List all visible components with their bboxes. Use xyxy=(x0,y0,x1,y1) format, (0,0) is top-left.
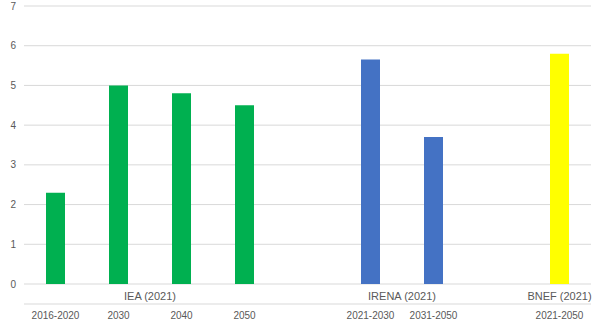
svg-text:2030: 2030 xyxy=(107,310,130,321)
svg-text:3: 3 xyxy=(10,159,16,170)
svg-text:2040: 2040 xyxy=(170,310,193,321)
svg-text:BNEF (2021): BNEF (2021) xyxy=(527,290,591,302)
svg-text:2050: 2050 xyxy=(233,310,256,321)
svg-text:IEA (2021): IEA (2021) xyxy=(124,290,176,302)
svg-text:IRENA (2021): IRENA (2021) xyxy=(368,290,436,302)
svg-text:6: 6 xyxy=(10,40,16,51)
svg-text:5: 5 xyxy=(10,80,16,91)
svg-text:1: 1 xyxy=(10,239,16,250)
svg-text:2031-2050: 2031-2050 xyxy=(410,310,458,321)
svg-text:2021-2030: 2021-2030 xyxy=(347,310,395,321)
svg-text:2: 2 xyxy=(10,199,16,210)
svg-text:7: 7 xyxy=(10,1,16,12)
svg-text:0: 0 xyxy=(10,279,16,290)
svg-text:2016-2020: 2016-2020 xyxy=(32,310,80,321)
svg-text:2021-2050: 2021-2050 xyxy=(536,310,584,321)
svg-text:4: 4 xyxy=(10,120,16,131)
